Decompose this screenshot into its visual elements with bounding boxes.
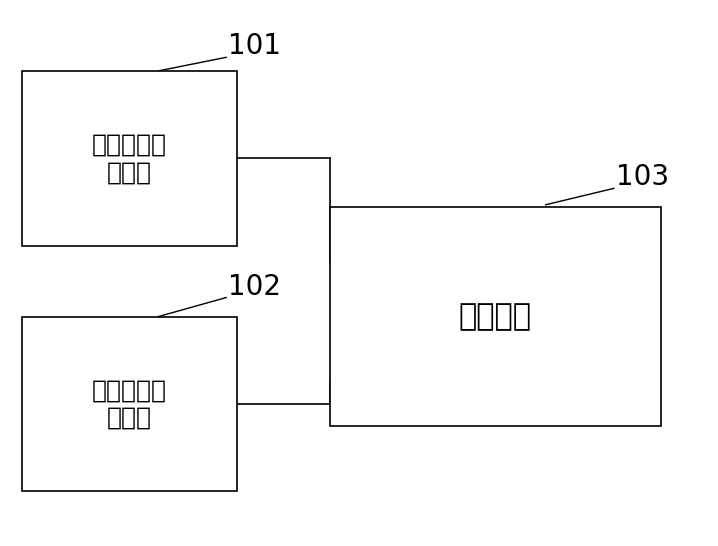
Text: 101: 101 xyxy=(228,32,281,61)
Text: 102: 102 xyxy=(228,272,281,301)
Text: 主控单元: 主控单元 xyxy=(459,302,532,331)
Text: 第二模数采
样单元: 第二模数采 样单元 xyxy=(92,378,167,430)
Bar xyxy=(22,317,237,491)
Bar xyxy=(330,207,661,426)
Bar xyxy=(22,71,237,246)
Text: 103: 103 xyxy=(616,163,669,192)
Text: 第一模数采
样单元: 第一模数采 样单元 xyxy=(92,133,167,184)
